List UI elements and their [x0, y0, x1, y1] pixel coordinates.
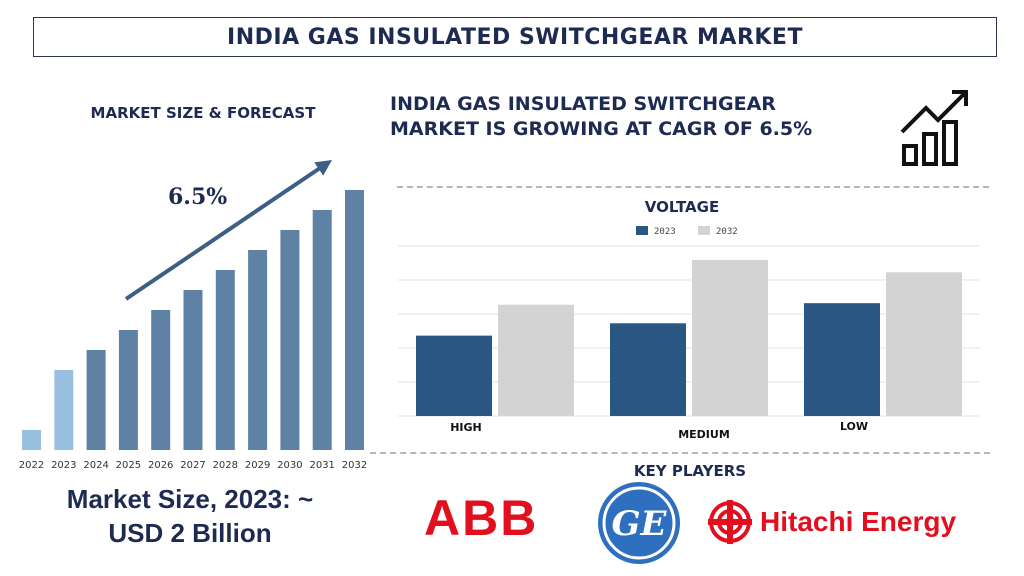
forecast-bar: [312, 210, 332, 450]
section-divider-bottom: [370, 452, 990, 454]
forecast-year-label: 2032: [342, 460, 367, 471]
hitachi-energy-logo: Hitachi Energy: [706, 500, 1006, 544]
voltage-bar-low-2023: [804, 303, 880, 416]
hitachi-emblem-icon: [708, 500, 752, 544]
market-size-forecast-heading: MARKET SIZE & FORECAST: [90, 104, 316, 122]
section-divider-top: [397, 186, 989, 188]
market-size-line-2: USD 2 Billion: [108, 518, 272, 548]
market-size-text: Market Size, 2023: ~ USD 2 Billion: [20, 482, 360, 550]
cagr-label: 6.5%: [168, 184, 228, 210]
forecast-bar: [151, 310, 171, 450]
forecast-bar: [54, 370, 74, 450]
voltage-bar-low-2032: [886, 272, 962, 416]
legend-label-2023: 2023: [654, 227, 676, 237]
legend-swatch-2032: [698, 226, 710, 235]
forecast-year-label: 2024: [83, 460, 108, 471]
growth-arrow-head: [314, 160, 332, 176]
market-size-line-1: Market Size, 2023: ~: [66, 484, 314, 514]
ge-logo: GE: [598, 482, 680, 564]
forecast-year-label: 2023: [51, 460, 76, 471]
forecast-year-label: 2031: [309, 460, 334, 471]
forecast-bar: [345, 190, 364, 450]
forecast-year-label: 2027: [180, 460, 205, 471]
hitachi-energy-text: Hitachi Energy: [760, 506, 957, 537]
legend-swatch-2023: [636, 226, 648, 235]
voltage-category-label: HIGH: [450, 421, 482, 434]
forecast-year-label: 2022: [19, 460, 44, 471]
forecast-bar: [118, 330, 138, 450]
key-players-heading: KEY PLAYERS: [633, 462, 747, 480]
voltage-chart-title: VOLTAGE: [645, 198, 719, 216]
voltage-category-label: MEDIUM: [678, 428, 730, 441]
market-forecast-chart: 2022 2023 2024 2025 2026 2027 2028 2029 2030 2031…: [19, 160, 367, 471]
voltage-bar-high-2023: [416, 335, 492, 416]
abb-logo: ABB: [424, 492, 548, 544]
cagr-heading-line-2: MARKET IS GROWING AT CAGR OF 6.5%: [390, 118, 813, 140]
cagr-heading-line-1: INDIA GAS INSULATED SWITCHGEAR: [390, 93, 776, 115]
voltage-bar-medium-2032: [692, 259, 768, 416]
voltage-bar-high-2032: [498, 304, 574, 416]
forecast-year-label: 2029: [245, 460, 270, 471]
forecast-bar: [280, 230, 300, 450]
forecast-bar: [183, 290, 203, 450]
legend-label-2032: 2032: [716, 227, 738, 237]
voltage-category-label: LOW: [840, 420, 868, 433]
forecast-year-label: 2028: [213, 460, 238, 471]
growth-chart-icon: [900, 90, 968, 166]
forecast-bar: [215, 270, 235, 450]
forecast-year-label: 2030: [277, 460, 302, 471]
forecast-bar: [248, 250, 268, 450]
page-title: INDIA GAS INSULATED SWITCHGEAR MARKET: [33, 17, 997, 57]
voltage-bar-medium-2023: [610, 323, 686, 416]
voltage-chart: VOLTAGE 2023 2032 HIGH MEDIUM LOW: [398, 198, 980, 441]
forecast-bar: [86, 350, 106, 450]
forecast-year-label: 2025: [116, 460, 141, 471]
abb-logo-text: ABB: [424, 490, 539, 546]
cagr-heading: INDIA GAS INSULATED SWITCHGEAR MARKET IS…: [390, 92, 870, 142]
ge-logo-text: GE: [612, 504, 668, 544]
forecast-bar: [22, 430, 41, 450]
growth-arrow-line: [124, 162, 328, 301]
forecast-year-label: 2026: [148, 460, 173, 471]
